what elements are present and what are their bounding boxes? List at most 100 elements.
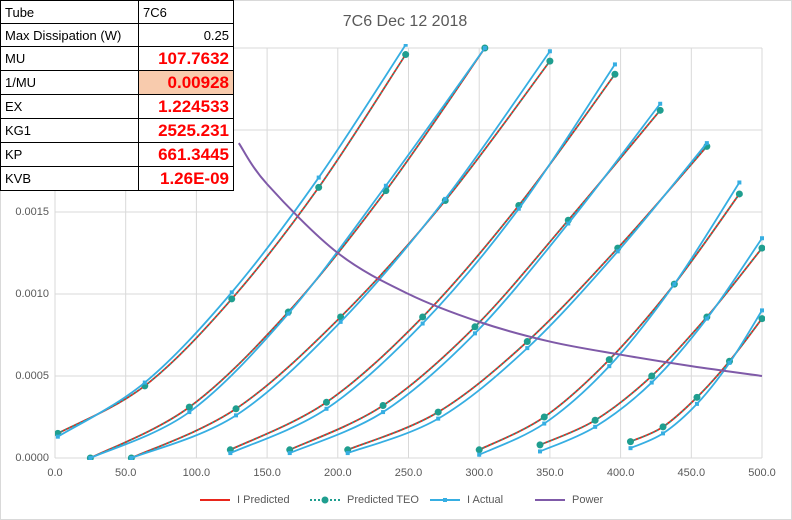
point bbox=[324, 406, 329, 411]
point bbox=[434, 408, 442, 416]
point bbox=[232, 405, 240, 413]
x-tick-label: 150.0 bbox=[253, 467, 281, 479]
point bbox=[593, 424, 598, 429]
chart-title: 7C6 Dec 12 2018 bbox=[343, 13, 468, 30]
param-name: KG1 bbox=[0, 118, 139, 143]
point bbox=[704, 141, 709, 146]
y-tick-label: 0.0005 bbox=[15, 370, 49, 382]
point bbox=[88, 456, 93, 460]
point bbox=[420, 321, 425, 326]
point bbox=[229, 290, 234, 295]
param-name: 1/MU bbox=[0, 70, 139, 95]
point bbox=[536, 441, 544, 449]
point bbox=[649, 380, 654, 385]
param-value: 7C6 bbox=[138, 0, 234, 24]
point bbox=[477, 452, 482, 457]
point bbox=[704, 316, 709, 321]
x-tick-label: 350.0 bbox=[536, 467, 564, 479]
point bbox=[727, 360, 732, 365]
y-tick-label: 0.0015 bbox=[15, 206, 49, 218]
point bbox=[381, 410, 386, 415]
table-row: EX 1.224533 bbox=[0, 94, 234, 119]
x-tick-label: 300.0 bbox=[465, 467, 493, 479]
curve bbox=[539, 237, 763, 453]
point bbox=[185, 403, 193, 411]
x-tick-label: 100.0 bbox=[183, 467, 211, 479]
point bbox=[337, 313, 345, 321]
point bbox=[760, 236, 764, 241]
point bbox=[656, 106, 664, 114]
parameter-table: Tube 7C6 Max Dissipation (W) 0.25 MU 107.7632… bbox=[0, 0, 234, 191]
point bbox=[542, 421, 547, 426]
y-tick-label: 0.0010 bbox=[15, 288, 49, 300]
point bbox=[475, 446, 483, 454]
point bbox=[338, 319, 343, 324]
curve bbox=[289, 103, 661, 454]
point bbox=[648, 372, 656, 380]
point bbox=[605, 356, 613, 364]
point bbox=[419, 313, 427, 321]
point bbox=[403, 44, 408, 47]
point bbox=[286, 311, 291, 316]
point bbox=[538, 449, 543, 454]
point bbox=[322, 398, 330, 406]
curve bbox=[347, 142, 708, 454]
plot-area bbox=[55, 44, 765, 460]
curve bbox=[89, 47, 486, 459]
table-row: MU 107.7632 bbox=[0, 46, 234, 71]
curve bbox=[57, 54, 407, 435]
point bbox=[315, 183, 323, 191]
point bbox=[516, 206, 521, 211]
param-name: EX bbox=[0, 94, 139, 119]
curve bbox=[229, 63, 616, 454]
point bbox=[436, 416, 441, 421]
param-value: 2525.231 bbox=[138, 118, 234, 143]
point bbox=[735, 190, 743, 198]
param-name: KP bbox=[0, 142, 139, 167]
point bbox=[661, 431, 666, 436]
point bbox=[187, 410, 192, 415]
point bbox=[611, 70, 619, 78]
legend-marker bbox=[443, 498, 447, 502]
table-row: Tube 7C6 bbox=[0, 0, 234, 24]
point bbox=[758, 244, 765, 252]
point bbox=[383, 183, 388, 188]
point bbox=[547, 49, 552, 54]
curve bbox=[131, 60, 551, 459]
point bbox=[546, 57, 554, 65]
point bbox=[615, 249, 620, 254]
legend-label: I Predicted bbox=[237, 494, 290, 506]
point bbox=[694, 401, 699, 406]
point bbox=[658, 101, 663, 106]
param-value: 107.7632 bbox=[138, 46, 234, 71]
point bbox=[612, 62, 617, 67]
point bbox=[379, 402, 387, 410]
point bbox=[758, 315, 765, 323]
x-tick-label: 500.0 bbox=[748, 467, 776, 479]
point bbox=[129, 456, 134, 460]
point bbox=[443, 196, 448, 201]
point bbox=[287, 451, 292, 456]
point bbox=[626, 438, 634, 446]
param-name: KVB bbox=[0, 166, 139, 191]
point bbox=[737, 180, 742, 185]
point bbox=[228, 295, 236, 303]
table-row: Max Dissipation (W) 0.25 bbox=[0, 23, 234, 47]
x-tick-label: 50.0 bbox=[115, 467, 136, 479]
param-value: 1.224533 bbox=[138, 94, 234, 119]
point bbox=[607, 364, 612, 369]
x-tick-label: 200.0 bbox=[324, 467, 352, 479]
param-value: 1.26E-09 bbox=[138, 166, 234, 191]
point bbox=[628, 446, 633, 451]
table-row: KP 661.3445 bbox=[0, 142, 234, 167]
point bbox=[233, 413, 238, 418]
point bbox=[482, 46, 487, 50]
y-tick-label: 0.0000 bbox=[15, 452, 49, 464]
curve bbox=[131, 50, 551, 459]
legend-label: Predicted TEO bbox=[347, 494, 419, 506]
table-row: 1/MU 0.00928 bbox=[0, 70, 234, 95]
point bbox=[471, 323, 479, 331]
param-value: 661.3445 bbox=[138, 142, 234, 167]
point bbox=[760, 308, 764, 313]
